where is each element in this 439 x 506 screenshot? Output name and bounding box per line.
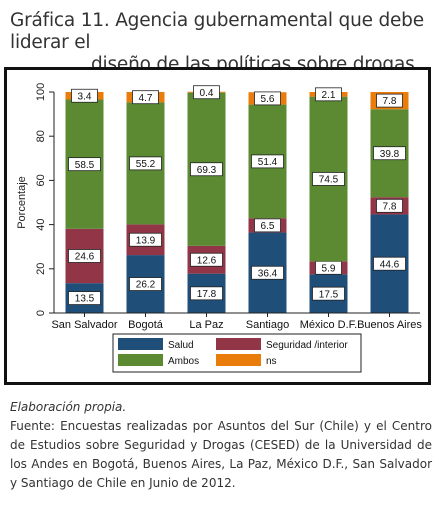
x-tick-label-la-paz: La Paz — [189, 319, 223, 331]
data-label-box — [376, 198, 403, 213]
data-label-box — [312, 286, 345, 301]
data-label-box — [373, 146, 406, 161]
data-label-salud-santiago: 36.4 — [258, 268, 278, 279]
data-label-box — [373, 256, 406, 271]
data-label-box — [190, 162, 223, 177]
data-label-seguridad-interior-bogota: 13.9 — [136, 235, 156, 246]
data-label-box — [129, 277, 162, 291]
data-label-box — [254, 218, 281, 233]
y-tick-label: 100 — [35, 83, 47, 101]
data-label-ambos-bogota: 55.2 — [136, 159, 156, 170]
legend-swatch-salud — [118, 338, 163, 350]
data-label-seguridad-interior-buenos-aires: 7.8 — [383, 201, 397, 212]
y-tick-label: 0 — [35, 310, 47, 316]
data-label-ns-bogota: 4.7 — [139, 93, 153, 104]
legend-swatch-ns — [216, 354, 261, 366]
data-label-box — [315, 87, 342, 102]
y-axis-title: Porcentaje — [16, 176, 28, 229]
x-tick-label-bogota: Bogotá — [128, 319, 164, 331]
x-tick-label-san-salvador: San Salvador — [51, 319, 117, 331]
data-label-salud-san-salvador: 13.5 — [75, 294, 95, 305]
legend-label-salud: Salud — [168, 340, 194, 351]
caption-elaboration: Elaboración propia. — [10, 400, 127, 414]
data-label-box — [376, 93, 403, 108]
data-label-seguridad-interior-san-salvador: 24.6 — [75, 252, 95, 263]
data-label-box — [251, 154, 284, 169]
data-label-box — [251, 265, 284, 280]
y-tick-label: 20 — [35, 263, 47, 275]
data-label-ns-santiago: 5.6 — [261, 94, 275, 105]
y-tick-label: 40 — [35, 218, 47, 230]
data-label-seguridad-interior-santiago: 6.5 — [261, 221, 275, 232]
data-label-box — [254, 91, 281, 106]
x-tick-label-buenos-aires: Buenos Aires — [357, 319, 422, 331]
data-label-box — [190, 252, 223, 267]
x-tick-label-mexico-d-f: México D.F. — [300, 319, 357, 331]
caption-source: Fuente: Encuestas realizadas por Asuntos… — [10, 419, 432, 490]
data-label-box — [129, 156, 162, 171]
data-label-ambos-mexico-d-f: 74.5 — [319, 175, 339, 186]
data-label-box — [129, 232, 162, 247]
data-label-ns-mexico-d-f: 2.1 — [322, 90, 336, 101]
data-label-ambos-santiago: 51.4 — [258, 157, 278, 168]
data-label-seguridad-interior-mexico-d-f: 5.9 — [322, 263, 336, 274]
data-label-box — [68, 249, 101, 263]
data-label-salud-la-paz: 17.8 — [197, 289, 217, 300]
legend-label-ambos: Ambos — [168, 356, 199, 367]
data-label-ns-san-salvador: 3.4 — [78, 91, 92, 102]
data-label-ambos-san-salvador: 58.5 — [75, 160, 95, 171]
data-label-salud-bogota: 26.2 — [136, 280, 156, 291]
data-label-ns-buenos-aires: 7.8 — [383, 96, 397, 107]
data-label-ns-la-paz: 0.4 — [200, 88, 214, 99]
chart-title-line-1: Gráfica 11. Agencia gubernamental que de… — [10, 10, 424, 53]
legend-label-seguridad-interior: Seguridad /interior — [266, 340, 348, 351]
data-label-salud-mexico-d-f: 17.5 — [319, 289, 339, 300]
data-label-box — [312, 172, 345, 186]
y-tick-label: 60 — [35, 174, 47, 186]
legend-swatch-ambos — [118, 354, 163, 366]
legend-label-ns: ns — [266, 356, 277, 367]
data-label-box — [132, 90, 159, 105]
data-label-box — [193, 85, 220, 100]
data-label-box — [190, 286, 223, 301]
y-tick-label: 80 — [35, 130, 47, 142]
data-label-box — [315, 260, 342, 275]
figure-caption: Elaboración propia. Fuente: Encuestas re… — [10, 398, 432, 493]
data-label-ambos-buenos-aires: 39.8 — [380, 149, 400, 160]
data-label-box — [68, 157, 101, 172]
data-label-ambos-la-paz: 69.3 — [197, 165, 217, 176]
data-label-box — [71, 88, 98, 103]
legend-swatch-seguridad-interior — [216, 338, 261, 350]
data-label-box — [68, 291, 101, 305]
data-label-salud-buenos-aires: 44.6 — [380, 259, 400, 270]
x-tick-label-santiago: Santiago — [246, 319, 289, 331]
data-label-seguridad-interior-la-paz: 12.6 — [197, 255, 217, 266]
